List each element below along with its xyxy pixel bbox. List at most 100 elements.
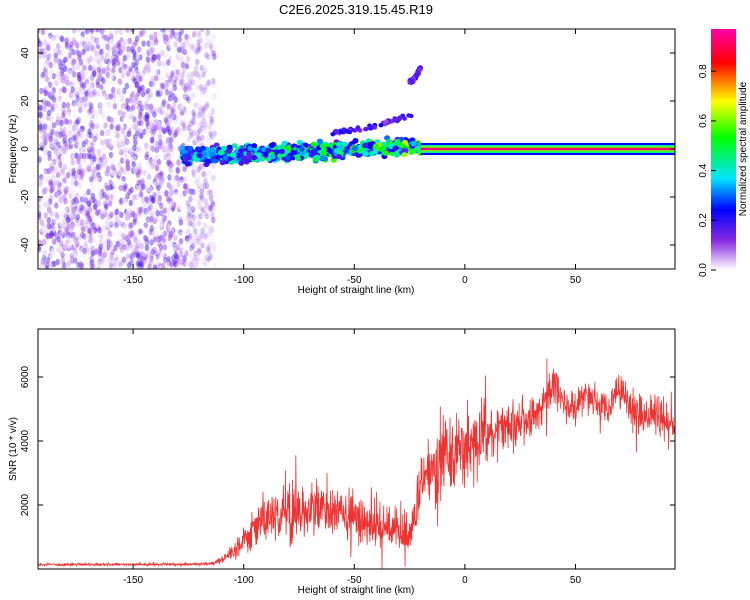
spectrogram-cell [156, 91, 161, 99]
spectrogram-cell [137, 239, 142, 246]
spectrogram-cell [218, 149, 224, 156]
spectrogram-cell [126, 130, 132, 137]
spectrogram-cell [60, 264, 66, 269]
spectrogram-cell [109, 163, 115, 170]
spectrogram-cell [89, 178, 95, 186]
spectrogram-cell [111, 96, 117, 103]
spectrogram-cell [142, 169, 147, 176]
spectrogram-cell [169, 230, 174, 238]
spectrogram-cell [48, 170, 53, 177]
spectrogram-harmonic-cell [378, 123, 384, 128]
spectrogram-cell [180, 104, 185, 112]
spectrogram-cell [105, 243, 111, 250]
spectrogram-cell [86, 212, 91, 219]
spectrogram-cell [89, 169, 95, 176]
spectrogram-cell [172, 244, 178, 251]
spectrogram-cell [62, 64, 67, 71]
spectrogram-cell [88, 196, 94, 204]
spectrogram-cell [146, 128, 152, 136]
spectrogram-cell [152, 235, 158, 242]
spectrogram-cell [121, 140, 126, 147]
spectrogram-cell [70, 244, 75, 251]
x-tick-label: 0 [462, 575, 468, 586]
spectrogram-cell [101, 218, 106, 226]
spectrogram-cell [90, 147, 95, 154]
spectrogram-cell [151, 227, 156, 234]
spectrogram-cell [210, 108, 215, 115]
spectrogram-cell [50, 164, 55, 172]
spectrogram-cell [74, 142, 79, 149]
spectrogram-cell [165, 156, 170, 164]
spectrogram-harmonic-cell [384, 119, 389, 124]
spectrogram-cell [85, 82, 90, 90]
spectrogram-cell [90, 44, 95, 51]
spectrogram-cell [47, 150, 52, 157]
spectrogram-cell [200, 170, 206, 178]
spectrogram-cell [71, 231, 76, 239]
spectrogram-cell [146, 62, 151, 69]
spectrogram-cell [189, 120, 195, 128]
spectrogram-cell [64, 185, 69, 192]
spectrogram-cell [165, 89, 170, 96]
spectrogram-cell [101, 208, 106, 215]
spectrogram-cell [152, 178, 158, 185]
spectrogram-cell [98, 100, 103, 108]
spectrogram-cell [177, 36, 183, 43]
spectrogram-cell [203, 233, 208, 240]
spectrogram-cell [95, 122, 100, 129]
spectrogram-cell [61, 262, 67, 269]
spectrogram-cell [154, 63, 159, 71]
spectrogram-cell [68, 91, 73, 99]
spectrogram-cell [136, 262, 141, 269]
spectrogram-cell [76, 155, 81, 162]
spectrogram-cell [135, 196, 140, 203]
spectrogram-cell [48, 159, 53, 166]
spectrogram-cell [212, 105, 217, 112]
spectrogram-cell [64, 226, 69, 233]
spectrogram-cell [45, 232, 50, 239]
spectrogram-cell [92, 91, 97, 98]
spectrogram-cell [84, 225, 89, 232]
spectrogram-cell [88, 261, 94, 268]
spectrogram-cell [128, 222, 133, 229]
spectrogram-cell [168, 75, 173, 83]
spectrogram-cell [161, 126, 166, 133]
spectrogram-cell [109, 124, 114, 131]
spectrogram-cell [185, 186, 190, 194]
spectrogram-cell [410, 141, 417, 147]
spectrogram-cell [192, 238, 197, 246]
spectrogram-cell [82, 64, 87, 71]
spectrogram-cell [56, 246, 61, 253]
spectrogram-cell [161, 142, 167, 149]
spectrogram-cell [111, 58, 116, 66]
spectrogram-cell [150, 197, 155, 204]
spectrogram-cell [83, 90, 89, 97]
spectrogram-cell [79, 69, 85, 77]
spectrogram-cell [117, 161, 122, 169]
spectrogram-cell [79, 231, 85, 239]
spectrogram-cell [147, 44, 152, 52]
spectrogram-cell [145, 113, 150, 120]
spectrogram-cell [49, 67, 54, 74]
spectrogram-cell [123, 197, 128, 204]
spectrogram-cell [208, 103, 214, 110]
spectrogram-cell [120, 259, 125, 266]
spectrogram-cell [151, 166, 157, 174]
spectrogram-cell [209, 226, 214, 233]
spectrogram-cell [105, 93, 110, 101]
spectrogram-cell [182, 190, 187, 197]
spectrogram-cell [55, 113, 60, 120]
spectrogram-cell [51, 218, 57, 225]
spectrogram-cell [172, 101, 177, 108]
spectrogram-cell [133, 74, 138, 82]
spectrogram-cell [127, 65, 133, 73]
spectrogram-cell [194, 84, 200, 92]
spectrogram-cell [84, 209, 89, 216]
spectrogram-cell [109, 36, 114, 43]
spectrogram-cell [151, 146, 156, 153]
spectrogram-cell [151, 75, 156, 82]
spectrogram-cell [197, 29, 202, 36]
spectrogram-cell [65, 79, 71, 87]
spectrogram-cell [162, 144, 167, 152]
spectrogram-cell [108, 179, 113, 186]
